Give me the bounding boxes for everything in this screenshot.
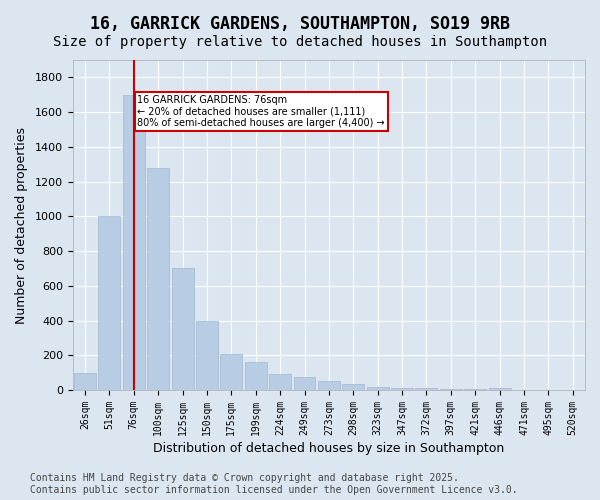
Bar: [343, 384, 364, 390]
Bar: [488, 388, 511, 390]
Bar: [367, 386, 389, 390]
Bar: [293, 377, 316, 390]
Bar: [147, 168, 169, 390]
Bar: [245, 362, 266, 390]
Bar: [172, 268, 194, 390]
Bar: [415, 388, 437, 390]
Bar: [220, 354, 242, 390]
Bar: [74, 372, 96, 390]
Text: Size of property relative to detached houses in Southampton: Size of property relative to detached ho…: [53, 35, 547, 49]
Bar: [464, 389, 486, 390]
Text: 16, GARRICK GARDENS, SOUTHAMPTON, SO19 9RB: 16, GARRICK GARDENS, SOUTHAMPTON, SO19 9…: [90, 15, 510, 33]
Bar: [269, 374, 291, 390]
X-axis label: Distribution of detached houses by size in Southampton: Distribution of detached houses by size …: [153, 442, 505, 455]
Bar: [391, 388, 413, 390]
Bar: [318, 382, 340, 390]
Bar: [440, 389, 462, 390]
Text: Contains HM Land Registry data © Crown copyright and database right 2025.
Contai: Contains HM Land Registry data © Crown c…: [30, 474, 518, 495]
Y-axis label: Number of detached properties: Number of detached properties: [15, 126, 28, 324]
Bar: [98, 216, 121, 390]
Bar: [196, 320, 218, 390]
Text: 16 GARRICK GARDENS: 76sqm
← 20% of detached houses are smaller (1,111)
80% of se: 16 GARRICK GARDENS: 76sqm ← 20% of detac…: [137, 94, 385, 128]
Bar: [123, 94, 145, 390]
